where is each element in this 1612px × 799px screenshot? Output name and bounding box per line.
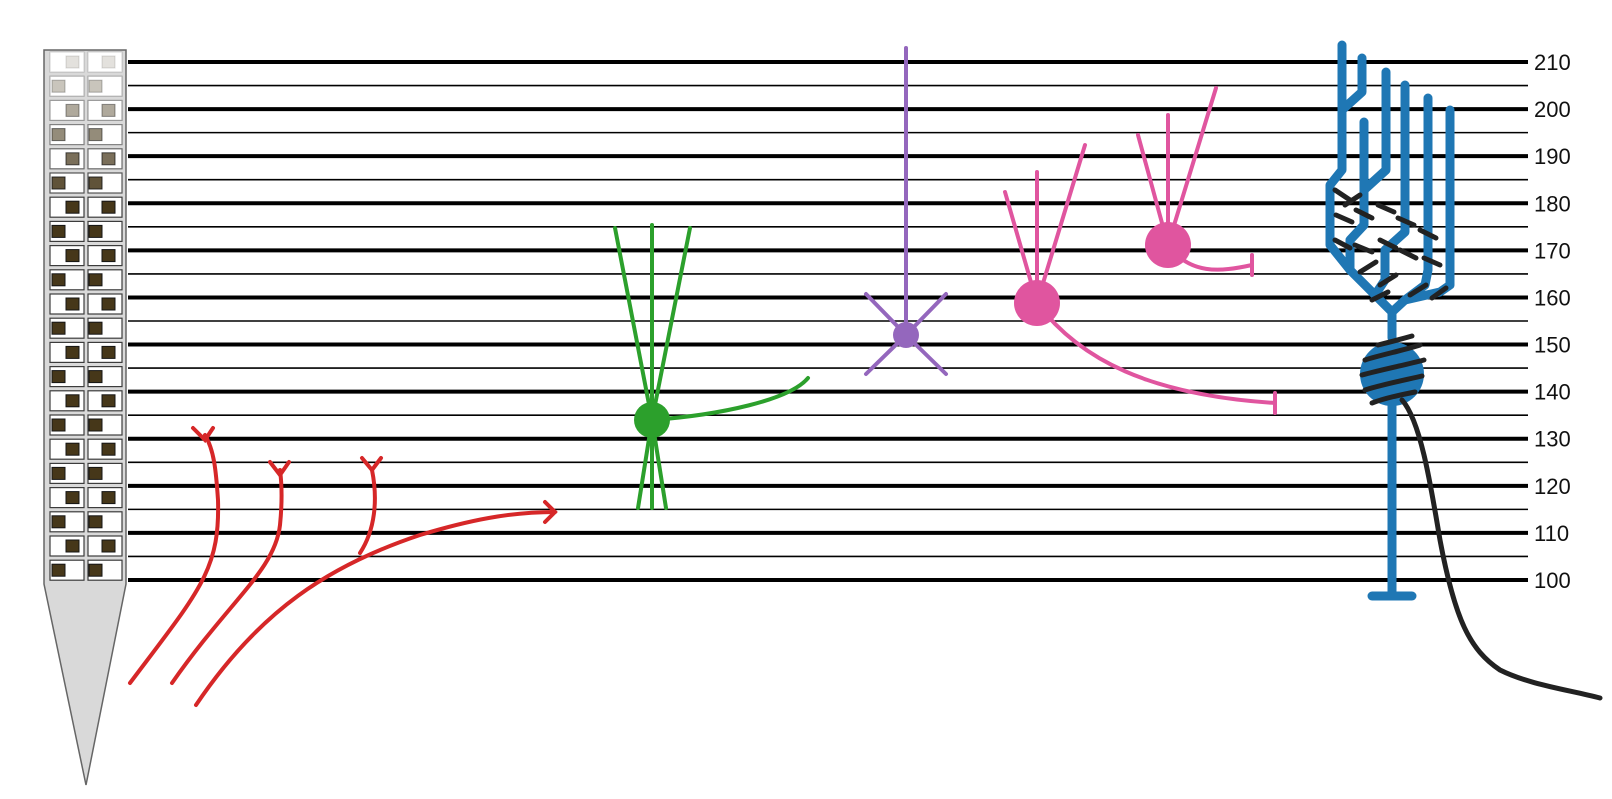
- probe-site-electrode: [51, 466, 66, 480]
- probe-site-electrode: [88, 79, 103, 93]
- depth-tick-label: 100: [1534, 568, 1571, 593]
- probe-site-electrode: [65, 442, 80, 456]
- probe-site-frame: [87, 99, 123, 122]
- purple-soma: [893, 322, 919, 348]
- probe-site-electrode: [65, 297, 80, 311]
- probe-site-electrode: [101, 249, 116, 263]
- probe-site-electrode: [101, 491, 116, 505]
- probe-site-electrode: [65, 249, 80, 263]
- probe-site-electrode: [51, 79, 66, 93]
- probe-site-electrode: [51, 418, 66, 432]
- green-dendrite-3: [650, 226, 692, 422]
- probe-site-electrode: [51, 515, 66, 529]
- probe-site-electrode: [88, 176, 103, 190]
- blue-neuron: [1325, 40, 1603, 701]
- pink-small-soma: [1145, 222, 1191, 268]
- pink-small-dendrite-3: [1166, 86, 1218, 247]
- probe-site-frame: [87, 75, 123, 97]
- depth-tick-label: 180: [1534, 191, 1571, 216]
- probe-site-electrode: [101, 297, 116, 311]
- depth-lines: [128, 60, 1528, 582]
- pink-neuron-large: [1003, 143, 1277, 415]
- red-fiber-2: [170, 468, 284, 685]
- depth-tick-label: 200: [1534, 97, 1571, 122]
- purple-neuron: [864, 46, 948, 376]
- green-neuron: [613, 223, 810, 510]
- blue-dendrite-4: [1359, 67, 1391, 195]
- probe-site-electrode: [88, 128, 103, 142]
- blue-dendrite-3: [1345, 117, 1369, 275]
- probe-site-frame: [87, 51, 123, 73]
- probe-site-electrode: [88, 224, 103, 238]
- probe-site-electrode: [51, 321, 66, 335]
- depth-tick-label: 170: [1534, 238, 1571, 263]
- probe-site-electrode: [65, 394, 80, 408]
- depth-tick-label: 110: [1534, 521, 1569, 546]
- probe-recording-sites: [49, 51, 123, 581]
- red-fiber-1: [128, 433, 221, 685]
- probe-site-electrode: [51, 128, 66, 142]
- depth-tick-label: 150: [1534, 333, 1571, 358]
- depth-tick-label: 120: [1534, 474, 1571, 499]
- probe-site-electrode: [88, 563, 103, 577]
- pink-large-axon: [1035, 301, 1277, 405]
- probe-site-electrode: [51, 370, 66, 384]
- pink-large-soma: [1014, 280, 1060, 326]
- probe-site-electrode: [65, 103, 80, 117]
- probe-site-electrode: [51, 273, 66, 287]
- probe-site-electrode: [65, 491, 80, 505]
- probe-site-electrode: [88, 466, 103, 480]
- green-dendrite-1: [613, 226, 654, 422]
- probe-site-electrode: [101, 103, 116, 117]
- green-soma: [634, 402, 670, 438]
- probe-site-electrode: [101, 345, 116, 359]
- red-fiber-3-branch-tip: [360, 456, 383, 474]
- depth-tick-label: 140: [1534, 380, 1571, 405]
- probe-shank: [43, 49, 127, 786]
- depth-tick-label: 130: [1534, 427, 1571, 452]
- red-fiber-3-tip: [543, 500, 558, 524]
- probe-site-electrode: [101, 539, 116, 553]
- probe-site-electrode: [65, 539, 80, 553]
- probe-site-electrode: [88, 321, 103, 335]
- probe-site-electrode: [51, 563, 66, 577]
- climbing-fiber: [1399, 397, 1603, 701]
- probe-site-electrode: [65, 152, 80, 166]
- pink-large-dendrite-3: [1035, 143, 1087, 305]
- green-axon: [650, 376, 810, 422]
- probe-site-frame: [49, 51, 85, 73]
- probe-site-electrode: [101, 55, 116, 69]
- probe-site-electrode: [88, 370, 103, 384]
- probe-site-electrode: [65, 200, 80, 214]
- blue-dendrite-2: [1337, 53, 1367, 115]
- red-fiber-3-branch: [358, 468, 377, 555]
- probe-site-electrode: [51, 176, 66, 190]
- probe-site-electrode: [88, 418, 103, 432]
- probe-site-frame: [49, 75, 85, 97]
- climbing-fiber-wraps: [1332, 187, 1449, 406]
- probe-site-electrode: [101, 442, 116, 456]
- probe-site-electrode: [88, 515, 103, 529]
- red-fiber-3: [194, 510, 557, 707]
- depth-tick-labels: 210 200 190 180 170 160 150 140 130 120 110 100: [1534, 50, 1571, 593]
- red-fiber-2-tip: [268, 460, 291, 479]
- depth-tick-label: 190: [1534, 144, 1571, 169]
- probe-site-frame: [49, 99, 85, 122]
- red-fibers: [128, 426, 558, 707]
- probe-site-electrode: [101, 394, 116, 408]
- probe-site-electrode: [101, 152, 116, 166]
- probe-site-electrode: [51, 224, 66, 238]
- red-fiber-1-tip: [191, 426, 215, 444]
- depth-tick-label: 160: [1534, 285, 1571, 310]
- pink-neuron-small: [1136, 86, 1254, 277]
- probe-site-electrode: [88, 273, 103, 287]
- probe-site-electrode: [65, 55, 80, 69]
- depth-tick-label: 210: [1534, 50, 1571, 75]
- probe-site-electrode: [65, 345, 80, 359]
- probe-site-electrode: [101, 200, 116, 214]
